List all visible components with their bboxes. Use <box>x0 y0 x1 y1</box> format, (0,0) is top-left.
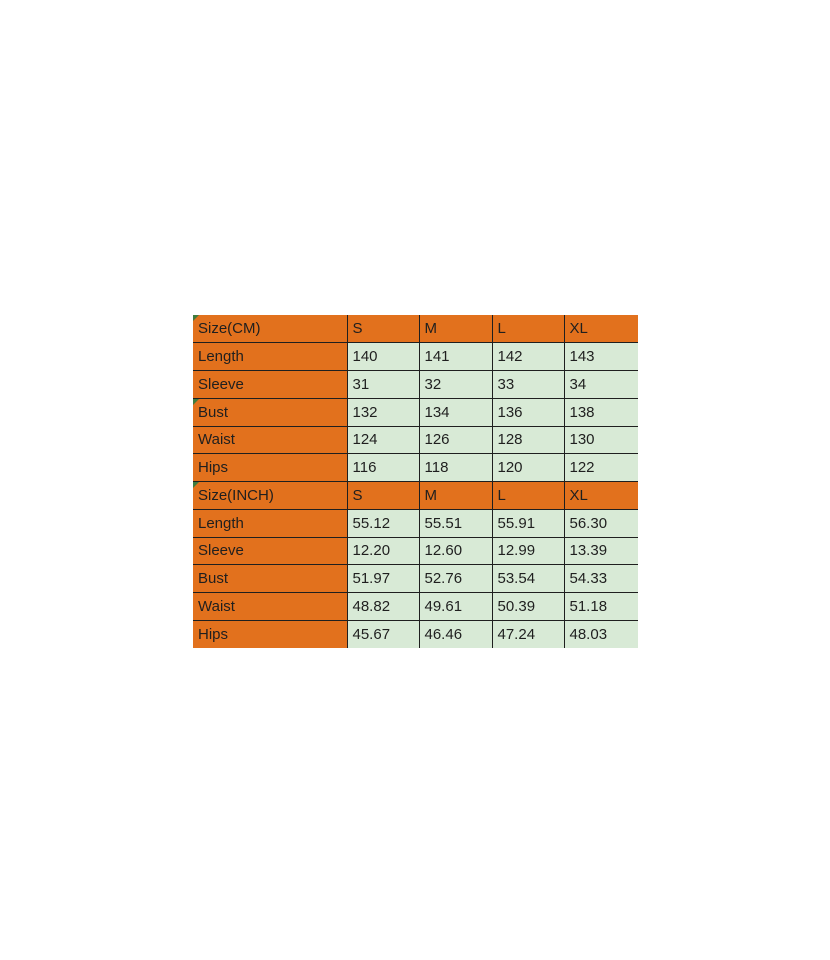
value-cell: 140 <box>346 342 420 371</box>
value-cell: 12.60 <box>418 536 493 566</box>
value-cell: 56.30 <box>563 508 638 538</box>
value-cell: 32 <box>418 370 493 399</box>
table-row-cm-waist: Waist 124 126 128 130 <box>193 425 638 455</box>
value-cell: 130 <box>563 425 638 455</box>
value-cell: 53.54 <box>491 564 565 593</box>
value-cell: 143 <box>563 342 638 371</box>
value-cell: 122 <box>563 453 638 482</box>
value-cell: 48.82 <box>346 592 420 621</box>
value-cell: 136 <box>491 397 565 427</box>
table-row-cm-bust: Bust 132 134 136 138 <box>193 397 638 427</box>
value-cell: 120 <box>491 453 565 482</box>
value-cell: 142 <box>491 342 565 371</box>
row-label: Length <box>193 508 348 538</box>
value-cell: 141 <box>418 342 493 371</box>
table-row-cm-sleeve: Sleeve 31 32 33 34 <box>193 370 638 399</box>
size-inch-col-header-s: S <box>346 481 420 510</box>
size-cm-col-header-xl: XL <box>563 315 638 344</box>
value-cell: 55.91 <box>491 508 565 538</box>
value-cell: 12.20 <box>346 536 420 566</box>
row-label: Hips <box>193 453 348 482</box>
value-cell: 128 <box>491 425 565 455</box>
value-cell: 46.46 <box>418 619 493 648</box>
table-row-inch-waist: Waist 48.82 49.61 50.39 51.18 <box>193 592 638 621</box>
value-cell: 12.99 <box>491 536 565 566</box>
row-label: Hips <box>193 619 348 648</box>
table-row-inch-bust: Bust 51.97 52.76 53.54 54.33 <box>193 564 638 593</box>
size-cm-header-row: Size(CM) S M L XL <box>193 315 638 344</box>
size-cm-col-header-l: L <box>491 315 565 344</box>
value-cell: 52.76 <box>418 564 493 593</box>
value-cell: 134 <box>418 397 493 427</box>
row-label: Bust <box>193 564 348 593</box>
value-cell: 51.97 <box>346 564 420 593</box>
size-cm-col-header-s: S <box>346 315 420 344</box>
value-cell: 13.39 <box>563 536 638 566</box>
row-label: Bust <box>193 397 348 427</box>
size-cm-unit-header-cell: Size(CM) <box>193 315 348 344</box>
value-cell: 51.18 <box>563 592 638 621</box>
value-cell: 116 <box>346 453 420 482</box>
row-label: Waist <box>193 592 348 621</box>
size-inch-unit-header-cell: Size(INCH) <box>193 481 348 510</box>
value-cell: 126 <box>418 425 493 455</box>
row-label: Sleeve <box>193 370 348 399</box>
row-label: Waist <box>193 425 348 455</box>
value-cell: 33 <box>491 370 565 399</box>
table-row-inch-length: Length 55.12 55.51 55.91 56.30 <box>193 508 638 538</box>
value-cell: 124 <box>346 425 420 455</box>
value-cell: 48.03 <box>563 619 638 648</box>
size-cm-col-header-m: M <box>418 315 493 344</box>
value-cell: 138 <box>563 397 638 427</box>
row-label: Length <box>193 342 348 371</box>
value-cell: 31 <box>346 370 420 399</box>
value-cell: 132 <box>346 397 420 427</box>
size-inch-header-row: Size(INCH) S M L XL <box>193 481 638 510</box>
row-label: Sleeve <box>193 536 348 566</box>
value-cell: 55.51 <box>418 508 493 538</box>
value-cell: 50.39 <box>491 592 565 621</box>
value-cell: 118 <box>418 453 493 482</box>
value-cell: 55.12 <box>346 508 420 538</box>
table-row-cm-length: Length 140 141 142 143 <box>193 342 638 371</box>
value-cell: 47.24 <box>491 619 565 648</box>
size-inch-col-header-m: M <box>418 481 493 510</box>
table-row-inch-sleeve: Sleeve 12.20 12.60 12.99 13.39 <box>193 536 638 566</box>
value-cell: 49.61 <box>418 592 493 621</box>
size-inch-col-header-xl: XL <box>563 481 638 510</box>
value-cell: 45.67 <box>346 619 420 648</box>
value-cell: 54.33 <box>563 564 638 593</box>
size-chart-table: Size(CM) S M L XL Length 140 141 142 143… <box>193 315 638 648</box>
value-cell: 34 <box>563 370 638 399</box>
table-row-inch-hips: Hips 45.67 46.46 47.24 48.03 <box>193 619 638 648</box>
table-row-cm-hips: Hips 116 118 120 122 <box>193 453 638 482</box>
size-inch-col-header-l: L <box>491 481 565 510</box>
